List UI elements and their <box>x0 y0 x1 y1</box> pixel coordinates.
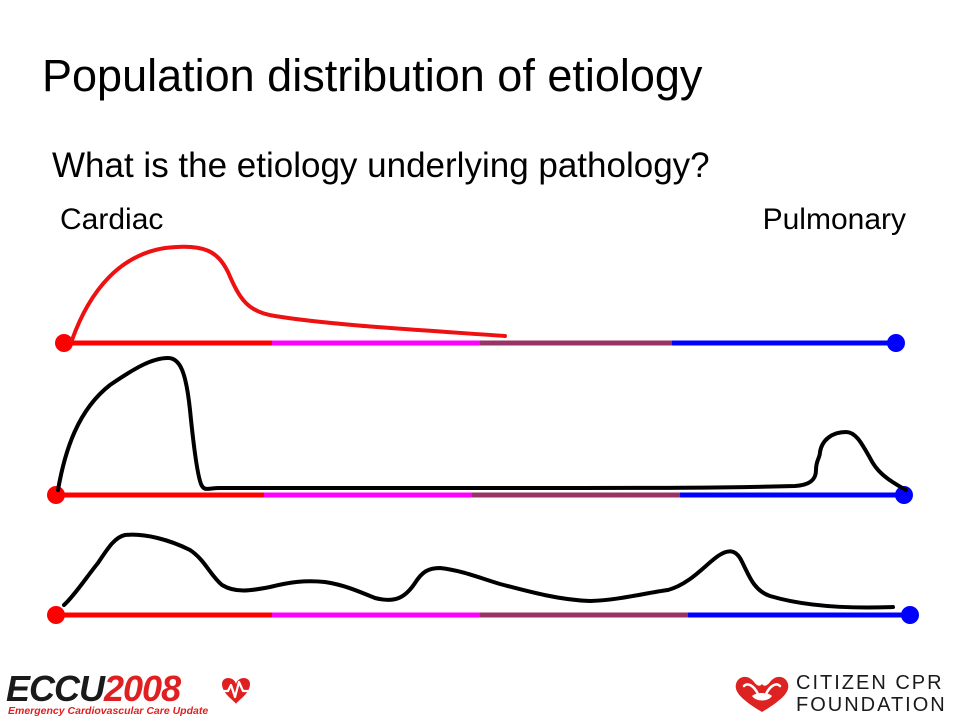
bimodal-curve <box>56 356 908 492</box>
slide-title: Population distribution of etiology <box>42 50 703 101</box>
cardiac-endpoint <box>47 486 65 504</box>
pulmonary-endpoint <box>901 606 919 624</box>
cpr-logo-line1: CITIZEN CPR <box>796 672 944 694</box>
pulmonary-label: Pulmonary <box>762 203 906 236</box>
cardiac-endpoint <box>55 334 73 352</box>
eccu-subtitle: Emergency Cardiovascular Care Update <box>8 705 209 717</box>
multimodal-curve <box>62 532 895 610</box>
slide-subtitle: What is the etiology underlying patholog… <box>52 146 710 185</box>
heart-ekg-icon <box>216 678 264 704</box>
spectrum-line-3 <box>47 606 919 624</box>
eccu-wordmark: ECCU2008 <box>6 668 181 709</box>
cpr-logo-line2: FOUNDATION <box>796 694 947 716</box>
eccu-2008-logo: ECCU2008 Emergency Cardiovascular Care U… <box>6 668 276 718</box>
cardiac-endpoint <box>47 606 65 624</box>
cardiac-skewed-curve <box>70 244 507 342</box>
spectrum-line-2 <box>47 486 913 504</box>
pulmonary-endpoint <box>895 486 913 504</box>
citizen-cpr-foundation-logo: CITIZEN CPR FOUNDATION <box>732 672 954 718</box>
cardiac-label: Cardiac <box>60 203 164 236</box>
pulmonary-endpoint <box>887 334 905 352</box>
spectrum-line-1 <box>55 334 905 352</box>
hearts-hands-icon <box>735 676 789 712</box>
